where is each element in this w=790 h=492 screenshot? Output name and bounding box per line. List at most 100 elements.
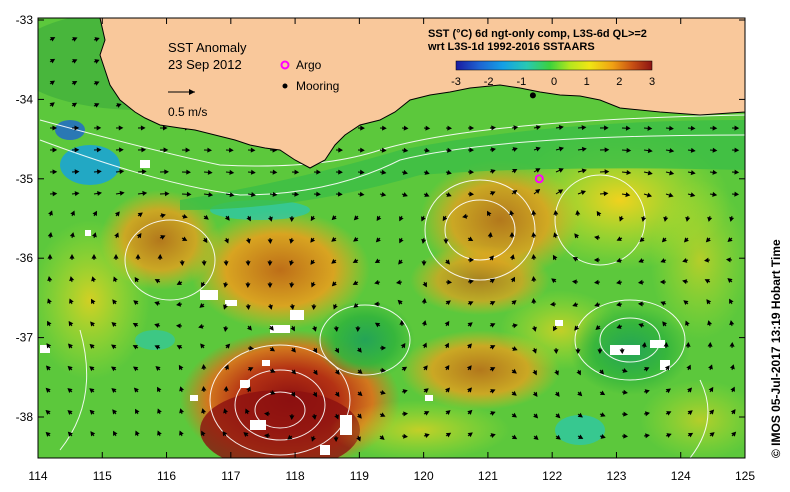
velocity-arrow-head <box>69 298 74 304</box>
velocity-arrow-head <box>48 210 53 216</box>
velocity-arrow-head <box>687 410 693 416</box>
velocity-arrow-head <box>707 341 713 347</box>
velocity-arrow-head <box>267 304 273 310</box>
velocity-arrow-head <box>597 349 603 355</box>
velocity-arrow-head <box>535 146 541 152</box>
velocity-arrow-head <box>558 125 564 131</box>
velocity-arrow-head <box>90 321 95 327</box>
velocity-arrow-head <box>647 148 653 154</box>
velocity-arrow-head <box>312 392 317 398</box>
velocity-arrow-head <box>333 304 338 310</box>
velocity-arrow-head <box>553 232 558 238</box>
velocity-arrow-head <box>155 366 161 371</box>
velocity-arrow-head <box>246 216 251 222</box>
velocity-arrow-head <box>334 369 340 375</box>
velocity-arrow-head <box>535 188 541 194</box>
velocity-arrow-head <box>269 346 276 352</box>
velocity-arrow-head <box>489 255 494 261</box>
velocity-arrow-head <box>729 320 735 326</box>
velocity-arrow-head <box>352 258 358 263</box>
velocity-arrow-head <box>729 298 734 304</box>
velocity-arrow-head <box>709 432 715 438</box>
velocity-arrow-head <box>182 213 188 219</box>
velocity-arrow-head <box>402 169 408 175</box>
velocity-arrow-head <box>376 215 382 222</box>
velocity-arrow-head <box>421 298 427 303</box>
velocity-arrow-head <box>422 282 427 288</box>
velocity-arrow-head <box>558 168 564 173</box>
velocity-arrow-head <box>119 169 125 175</box>
velocity-arrow-head <box>489 278 496 284</box>
velocity-arrow-head <box>468 301 474 306</box>
velocity-arrow-head <box>645 433 650 439</box>
velocity-arrow-head <box>403 411 409 417</box>
velocity-arrow-head <box>575 349 581 355</box>
colorbar-title-line2: wrt L3S-1d 1992-2016 SSTAARS <box>427 41 595 53</box>
velocity-arrow-head <box>571 279 577 285</box>
velocity-arrow-head <box>157 253 163 259</box>
velocity-arrow-head <box>577 412 583 418</box>
velocity-arrow-head <box>142 190 148 196</box>
velocity-arrow-head <box>272 191 278 197</box>
velocity-arrow-head <box>111 388 117 394</box>
velocity-arrow-head <box>623 411 629 417</box>
velocity-arrow-head <box>97 190 103 196</box>
colorbar: SST (°C) 6d ngt-only comp, L3S-6d QL>=2 … <box>427 28 655 88</box>
velocity-arrow-head <box>421 238 427 244</box>
velocity-arrow-head <box>89 409 95 415</box>
velocity-arrow-head <box>690 125 696 131</box>
velocity-arrow-head <box>445 259 451 265</box>
velocity-arrow-head <box>52 125 58 131</box>
velocity-arrow-head <box>47 253 53 259</box>
velocity-arrow-head <box>512 346 518 351</box>
velocity-arrow-head <box>294 169 300 175</box>
velocity-arrow-head <box>400 342 406 349</box>
argo-legend-label: Argo <box>296 58 322 72</box>
velocity-arrow-head <box>90 298 96 305</box>
velocity-arrow-head <box>572 257 578 262</box>
velocity-arrow-head <box>338 147 343 153</box>
velocity-arrow-head <box>668 192 674 198</box>
velocity-arrow-head <box>421 261 427 267</box>
velocity-arrow-head <box>555 434 561 440</box>
velocity-arrow-head <box>552 254 558 261</box>
velocity-arrow-head <box>111 366 117 372</box>
velocity-arrow-head <box>490 411 496 416</box>
velocity-arrow-head <box>249 345 254 351</box>
velocity-arrow-head <box>491 125 497 131</box>
mooring-legend-marker <box>282 83 288 89</box>
velocity-arrow-head <box>446 192 452 197</box>
velocity-arrow-head <box>72 81 78 86</box>
velocity-arrow-head <box>157 386 162 393</box>
velocity-arrow-head <box>381 147 387 153</box>
velocity-arrow-head <box>164 191 170 197</box>
velocity-arrow-head <box>531 275 537 281</box>
velocity-arrow-head <box>554 370 559 376</box>
velocity-arrow-head <box>290 391 296 398</box>
velocity-arrow-head <box>47 320 52 326</box>
velocity-arrow-head <box>246 325 252 331</box>
colorbar-tick-label: -2 <box>484 76 494 88</box>
velocity-arrow-head <box>245 408 250 414</box>
velocity-arrow-head <box>333 327 339 332</box>
velocity-arrow-head <box>311 414 317 420</box>
velocity-arrow-head <box>664 365 670 371</box>
velocity-arrow-head <box>374 322 381 328</box>
land-mass <box>99 18 745 169</box>
velocity-arrow-head <box>423 388 429 394</box>
velocity-arrow-head <box>403 147 409 153</box>
velocity-arrow-head <box>467 432 473 438</box>
velocity-arrow-head <box>201 282 206 288</box>
velocity-arrow-head <box>250 192 256 198</box>
velocity-arrow-head <box>403 433 408 439</box>
velocity-arrow-head <box>132 322 139 328</box>
velocity-arrow-head <box>402 192 408 197</box>
velocity-arrow-head <box>727 278 733 283</box>
velocity-arrow-head <box>616 257 622 263</box>
velocity-arrow-head <box>381 345 387 351</box>
velocity-arrow-head <box>381 169 387 175</box>
velocity-arrow-head <box>331 215 337 221</box>
velocity-arrow-head <box>311 436 316 442</box>
x-tick-label: 116 <box>157 469 176 483</box>
velocity-arrow-head <box>669 125 674 131</box>
